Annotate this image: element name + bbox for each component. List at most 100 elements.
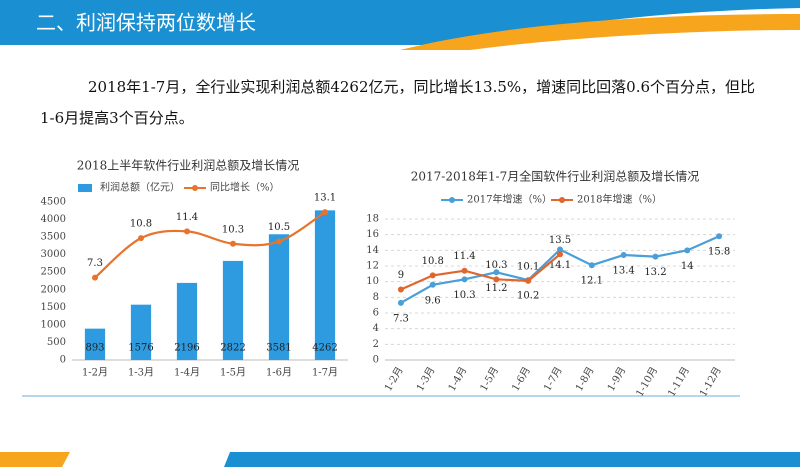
x-tick-label: 1-5月 <box>478 365 501 394</box>
y-tick-label: 2000 <box>41 284 66 295</box>
y-tick-label: 3500 <box>41 232 66 243</box>
legend-label: 同比增长（%） <box>210 181 280 194</box>
x-tick-label: 1-10月 <box>634 365 661 399</box>
point <box>461 267 468 274</box>
y-tick-label: 18 <box>366 214 379 225</box>
x-tick-label: 1-3月 <box>128 367 154 379</box>
bar-label: 4262 <box>312 343 337 354</box>
y-tick-label: 14 <box>366 245 379 256</box>
point-label: 10.3 <box>485 260 507 271</box>
point-label: 7.3 <box>87 258 103 269</box>
point <box>620 252 627 259</box>
series-line <box>94 211 326 279</box>
point-label: 12.1 <box>581 276 603 287</box>
bar <box>130 304 152 360</box>
x-tick-label: 1-7月 <box>541 365 564 394</box>
y-tick-label: 4500 <box>41 197 66 208</box>
x-tick-label: 1-4月 <box>174 367 200 379</box>
x-tick-label: 1-6月 <box>509 365 532 394</box>
y-tick-label: 12 <box>366 261 379 272</box>
x-tick-label: 1-2月 <box>382 365 405 394</box>
point <box>429 281 436 288</box>
legend-label: 2017年增速（%） <box>467 193 552 206</box>
x-tick-label: 1-3月 <box>414 365 437 394</box>
point-label: 13.5 <box>549 235 571 246</box>
point <box>397 286 404 293</box>
header-band <box>0 0 800 45</box>
point-label: 10.1 <box>517 261 539 272</box>
point <box>652 253 659 260</box>
y-tick-label: 1500 <box>41 302 66 313</box>
point <box>184 228 190 235</box>
point <box>716 233 723 240</box>
point-label: 9.6 <box>425 295 441 306</box>
header-title: 二、利润保持两位数增长 <box>36 11 256 35</box>
bar <box>84 328 106 360</box>
y-tick-label: 10 <box>366 276 379 287</box>
point <box>276 238 282 245</box>
x-tick-label: 1-5月 <box>220 367 246 379</box>
chart-title: 2018上半年软件行业利润总额及增长情况 <box>77 159 300 173</box>
chart-title: 2017-2018年1-7月全国软件行业利润总额及增长情况 <box>411 169 699 184</box>
legend-dot <box>192 185 198 191</box>
legend-swatch <box>78 184 92 192</box>
point-label: 15.8 <box>708 247 730 258</box>
legend-dot <box>449 197 455 203</box>
point-label: 11.4 <box>176 212 198 223</box>
y-tick-label: 16 <box>366 229 379 240</box>
bar-label: 3581 <box>266 343 291 354</box>
y-tick-label: 4000 <box>41 214 66 225</box>
point <box>588 262 595 269</box>
y-tick-label: 8 <box>373 292 379 303</box>
point <box>557 246 563 253</box>
y-tick-label: 4 <box>373 323 379 334</box>
point <box>557 251 563 258</box>
point <box>230 240 236 247</box>
point <box>138 235 144 242</box>
point-label: 10.8 <box>422 256 444 267</box>
point-label: 14.1 <box>549 260 571 271</box>
legend-label: 2018年增速（%） <box>577 193 662 206</box>
y-tick-label: 6 <box>373 308 379 319</box>
point-label: 11.2 <box>485 283 507 294</box>
bar-label: 893 <box>85 343 104 354</box>
point <box>493 269 500 276</box>
point-label: 14 <box>681 261 694 272</box>
x-tick-label: 1-4月 <box>446 365 469 394</box>
paragraph: 2018年1-7月，全行业实现利润总额4262亿元，同比增长13.5%，增速同比… <box>40 78 756 127</box>
y-tick-label: 2 <box>373 339 379 350</box>
point <box>92 274 98 281</box>
y-tick-label: 3000 <box>41 249 66 260</box>
bar <box>176 282 198 360</box>
point-label: 13.2 <box>644 267 666 278</box>
point-label: 13.1 <box>314 193 336 204</box>
bar <box>222 260 244 360</box>
x-tick-label: 1-9月 <box>605 365 628 394</box>
bar <box>314 210 336 360</box>
point-label: 7.3 <box>393 313 409 324</box>
x-tick-label: 1-7月 <box>312 367 338 379</box>
footer-orange <box>0 452 70 467</box>
y-tick-label: 1000 <box>41 319 66 330</box>
x-tick-label: 1-6月 <box>266 367 292 379</box>
x-tick-label: 1-2月 <box>82 367 108 379</box>
bar <box>268 234 290 360</box>
header-swoosh <box>400 14 800 50</box>
point <box>429 272 436 279</box>
point-label: 10.8 <box>130 219 152 230</box>
point <box>461 276 468 283</box>
x-tick-label: 1-8月 <box>573 365 596 394</box>
x-tick-label: 1-12月 <box>697 365 724 399</box>
series-line <box>400 253 561 291</box>
bar-label: 2822 <box>220 343 245 354</box>
y-tick-label: 0 <box>60 355 66 366</box>
y-tick-label: 2500 <box>41 267 66 278</box>
point-label: 13.4 <box>613 266 635 277</box>
legend-dot <box>559 197 565 203</box>
legend-label: 利润总额（亿元） <box>100 181 180 194</box>
bar-label: 1576 <box>128 343 153 354</box>
point <box>493 276 500 283</box>
